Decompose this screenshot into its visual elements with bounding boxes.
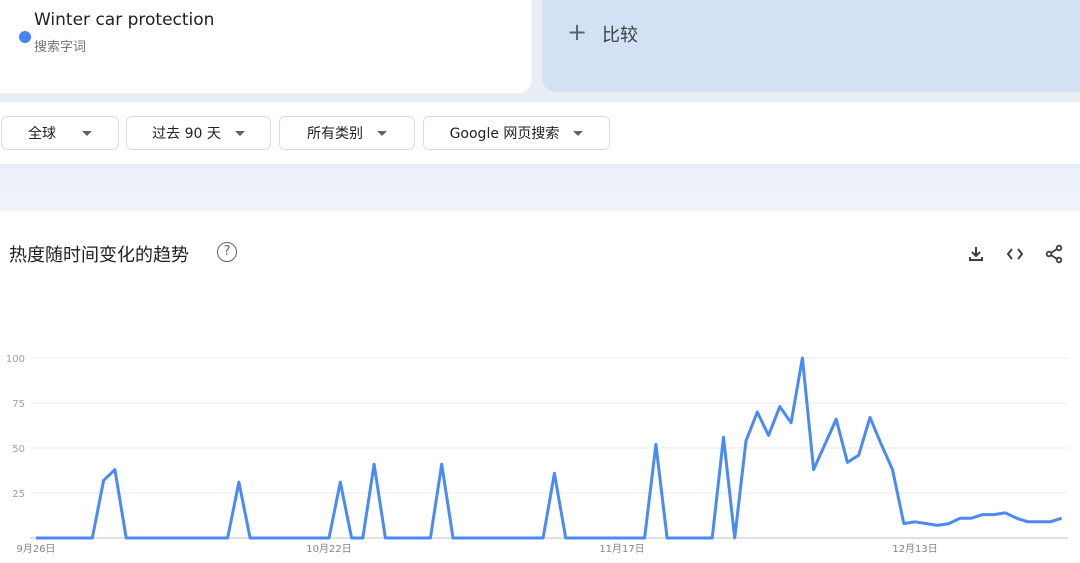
search-term-card[interactable]: Winter car protection 搜索字词	[0, 0, 532, 93]
dropdown-arrow-icon	[234, 130, 245, 136]
share-icon[interactable]	[1043, 243, 1065, 265]
trend-chart[interactable]: 100 75 50 25 9月26日 10月22日 11月17日 12月13日	[0, 340, 1080, 563]
filter-label: 全球	[28, 126, 56, 142]
x-tick-label: 10月22日	[306, 543, 351, 555]
series-line	[36, 356, 1063, 540]
search-term[interactable]: Winter car protection	[34, 10, 215, 30]
dropdown-arrow-icon	[573, 130, 584, 136]
y-tick-label: 75	[12, 399, 25, 410]
compare-label: 比较	[602, 25, 638, 46]
plus-icon: +	[567, 18, 588, 46]
filter-label: 所有类别	[307, 126, 363, 142]
search-term-subtitle: 搜索字词	[34, 40, 87, 55]
filter-bar: 全球 过去 90 天 所有类别 Google 网页搜索	[0, 102, 1080, 164]
y-tick-label: 25	[12, 489, 25, 500]
y-tick-label: 50	[12, 444, 25, 455]
chart-title: 热度随时间变化的趋势	[9, 245, 189, 266]
region-filter[interactable]: 全球	[1, 116, 119, 150]
divider-band	[0, 164, 1080, 211]
y-tick-label: 100	[6, 354, 25, 365]
x-tick-label: 9月26日	[16, 543, 55, 555]
x-tick-label: 11月17日	[599, 543, 644, 555]
x-tick-label: 12月13日	[892, 543, 937, 555]
time-range-filter[interactable]: 过去 90 天	[126, 116, 271, 150]
dropdown-arrow-icon	[377, 130, 387, 136]
embed-icon[interactable]	[1004, 243, 1026, 265]
compare-button[interactable]: + 比较	[542, 0, 1080, 92]
filter-label: Google 网页搜索	[449, 126, 560, 142]
series-color-dot	[19, 31, 31, 43]
filter-label: 过去 90 天	[152, 126, 221, 142]
help-icon[interactable]: ?	[217, 242, 237, 262]
dropdown-arrow-icon	[82, 130, 92, 136]
category-filter[interactable]: 所有类别	[279, 116, 415, 150]
search-type-filter[interactable]: Google 网页搜索	[423, 116, 610, 150]
download-icon[interactable]	[965, 243, 987, 265]
